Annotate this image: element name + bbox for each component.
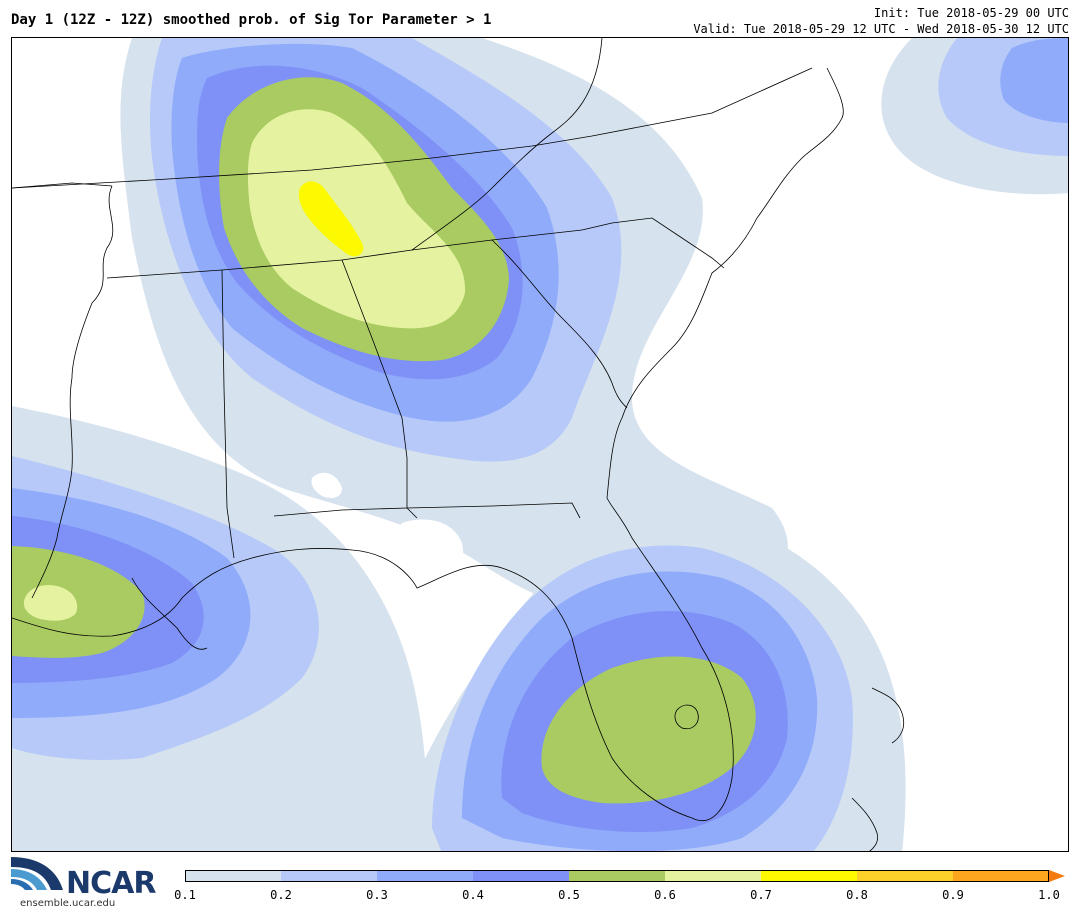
logo-url: ensemble.ucar.edu <box>20 898 116 909</box>
lake-okeechobee <box>674 704 699 730</box>
alabama-georgia-border <box>341 259 418 519</box>
bahamas-outline-south <box>851 797 879 851</box>
contour-sw-p50 <box>12 546 145 658</box>
map-title: Day 1 (12Z - 12Z) smoothed prob. of Sig … <box>11 12 492 28</box>
map-canvas <box>12 38 1068 851</box>
ncar-logo <box>11 857 63 890</box>
mississippi-delta <box>131 577 208 650</box>
atlantic-coastline <box>606 67 844 499</box>
low-prob-hole-gulf <box>396 519 464 609</box>
gulf-coastline <box>12 497 734 821</box>
logo-swoosh-dark <box>11 857 63 890</box>
colorbar-tick: 0.7 <box>750 888 772 902</box>
colorbar-outline <box>185 870 1049 882</box>
run-info: Init: Tue 2018-05-29 00 UTC Valid: Tue 2… <box>693 5 1069 37</box>
contours-southwest <box>12 406 432 851</box>
logo-swoosh-mid <box>11 879 33 890</box>
colorbar-bin-1 <box>185 870 281 882</box>
colorbar <box>185 870 1065 882</box>
contours-northeast <box>881 38 1068 195</box>
logo-wordmark: NCAR <box>66 866 156 901</box>
contours-north <box>120 38 788 624</box>
contour-ne-p30 <box>1000 38 1068 123</box>
tennessee-south-border <box>106 229 583 279</box>
colorbar-tick: 0.9 <box>942 888 964 902</box>
colorbar-bin-5 <box>569 870 665 882</box>
contour-north-p60 <box>247 109 466 329</box>
alabama-mississippi-border <box>221 269 235 559</box>
colorbar-tick: 0.3 <box>366 888 388 902</box>
init-time: Init: Tue 2018-05-29 00 UTC <box>873 6 1069 20</box>
colorbar-bin-9 <box>953 870 1049 882</box>
colorbar-bin-8 <box>857 870 953 882</box>
state-line-northwest <box>12 182 113 189</box>
contour-sw-p60 <box>23 585 78 621</box>
colorbar-tick: 0.4 <box>462 888 484 902</box>
colorbar-bin-4 <box>473 870 569 882</box>
bahamas-outline <box>871 687 905 744</box>
colorbar-arrow <box>1049 870 1065 882</box>
georgia-sc-border <box>491 239 628 409</box>
colorbar-tick: 0.2 <box>270 888 292 902</box>
colorbar-bin-7 <box>761 870 857 882</box>
contour-north-p70 <box>298 181 364 257</box>
contour-fl-p50 <box>541 656 756 804</box>
colorbar-bin-2 <box>281 870 377 882</box>
colorbar-tick: 0.1 <box>174 888 196 902</box>
contours-florida <box>392 516 906 851</box>
colorbar-tick: 1.0 <box>1038 888 1060 902</box>
appalachian-border <box>411 38 603 251</box>
colorbar-bin-6 <box>665 870 761 882</box>
colorbar-tick: 0.5 <box>558 888 580 902</box>
georgia-florida-border <box>273 502 581 519</box>
colorbar-bin-3 <box>377 870 473 882</box>
colorbar-tick: 0.6 <box>654 888 676 902</box>
kentucky-tennessee-border <box>12 67 813 189</box>
mississippi-river <box>31 185 114 599</box>
probability-map <box>11 37 1069 852</box>
colorbar-tick: 0.8 <box>846 888 868 902</box>
valid-time: Valid: Tue 2018-05-29 12 UTC - Wed 2018-… <box>693 22 1069 36</box>
low-prob-hole-alabama <box>311 472 342 498</box>
nc-sc-border <box>581 217 725 269</box>
logo-swoosh-light <box>11 869 47 890</box>
map-boundaries <box>12 38 905 851</box>
